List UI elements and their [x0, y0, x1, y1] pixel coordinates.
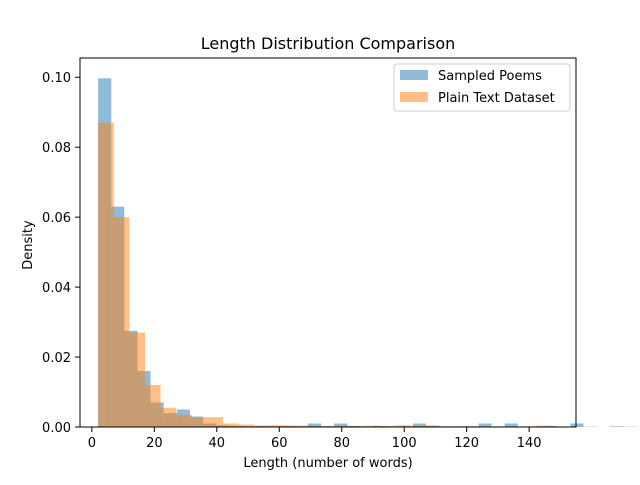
y-tick-label-1: 0.02: [42, 351, 71, 366]
bar-plain-text-dataset-7: [207, 417, 223, 427]
bar-plain-text-dataset-8: [223, 424, 239, 428]
x-tick-label-40: 40: [209, 436, 226, 451]
bar-plain-text-dataset-5: [176, 415, 192, 427]
y-tick-label-4: 0.08: [42, 141, 71, 156]
bar-sampled-poems-31: [505, 424, 518, 428]
x-tick-label-120: 120: [454, 436, 479, 451]
chart-title: Length Distribution Comparison: [201, 34, 456, 53]
x-tick-label-140: 140: [517, 436, 542, 451]
legend: Sampled Poems Plain Text Dataset: [394, 64, 570, 111]
series-sampled-poems: [98, 78, 640, 427]
y-tick-label-5: 0.10: [42, 71, 71, 86]
x-tick-label-80: 80: [333, 436, 350, 451]
bar-plain-text-dataset-3: [145, 385, 161, 427]
histogram-bars: [98, 78, 640, 427]
y-tick-label-2: 0.04: [42, 281, 71, 296]
bar-plain-text-dataset-2: [129, 333, 145, 427]
legend-label-plain-text-dataset: Plain Text Dataset: [438, 91, 555, 106]
bar-plain-text-dataset-4: [161, 408, 177, 427]
bar-sampled-poems-36: [570, 424, 583, 428]
x-tick-label-20: 20: [146, 436, 163, 451]
series-plain-text-dataset: [98, 123, 551, 427]
y-axis-label: Density: [21, 220, 36, 270]
legend-label-sampled-poems: Sampled Poems: [438, 69, 542, 84]
x-axis-label: Length (number of words): [243, 456, 412, 471]
x-tick-label-0: 0: [88, 436, 96, 451]
y-tick-label-0: 0.00: [42, 421, 71, 436]
legend-swatch-plain-text-dataset: [400, 92, 428, 102]
plot-frame: [80, 58, 576, 427]
x-tick-label-60: 60: [271, 436, 288, 451]
legend-swatch-sampled-poems: [400, 70, 428, 80]
bar-plain-text-dataset-6: [192, 417, 208, 427]
bar-plain-text-dataset-0: [98, 123, 114, 427]
x-tick-label-100: 100: [392, 436, 417, 451]
bar-plain-text-dataset-1: [114, 217, 130, 427]
y-tick-label-3: 0.06: [42, 211, 71, 226]
bar-sampled-poems-39: [610, 426, 623, 427]
